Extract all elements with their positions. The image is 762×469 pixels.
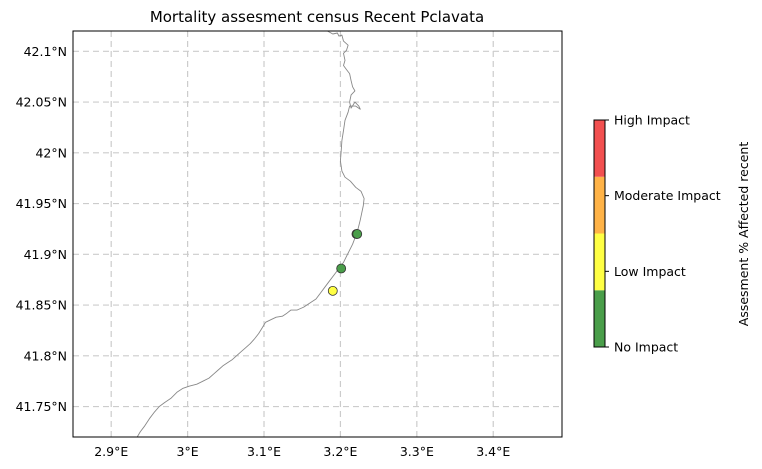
x-tick-label: 3.3°E	[400, 444, 434, 459]
colorbar-frame	[593, 119, 606, 348]
longitude-ticks: 2.9°E 3°E 3.1°E 3.2°E 3.3°E 3.4°E	[94, 444, 510, 459]
y-tick-label: 42.1°N	[24, 44, 67, 59]
latitude-ticks: 42.1°N 42.05°N 42°N 41.95°N 41.9°N 41.85°N 41.…	[16, 44, 67, 414]
colorbar-segment	[594, 233, 605, 291]
x-tick-label: 3.4°E	[476, 444, 510, 459]
colorbar-tick-label: No Impact	[614, 340, 678, 355]
colorbar	[593, 119, 606, 348]
y-tick-label: 41.95°N	[16, 196, 67, 211]
colorbar-label: Assesment % Affected recent	[736, 142, 751, 327]
colorbar-tick-label: High Impact	[614, 113, 690, 128]
map-title: Mortality assesment census Recent Pclava…	[150, 8, 484, 26]
y-tick-label: 41.85°N	[16, 298, 67, 313]
colorbar-tick-label: Moderate Impact	[614, 188, 721, 203]
y-tick-label: 42°N	[35, 145, 67, 160]
site-marker	[352, 229, 363, 239]
x-tick-label: 3°E	[177, 444, 199, 459]
site-marker	[336, 263, 347, 274]
colorbar-segment	[594, 290, 605, 347]
colorbar-tick-label: Low Impact	[614, 264, 686, 279]
site-marker	[327, 285, 338, 296]
colorbar-segment	[594, 176, 605, 234]
colorbar-ticks: No Impact Low Impact Moderate Impact High I…	[605, 113, 721, 355]
y-tick-label: 41.75°N	[16, 399, 67, 414]
survey-sites	[327, 229, 363, 296]
coastline	[136, 30, 365, 438]
y-tick-label: 42.05°N	[16, 95, 67, 110]
gridlines	[73, 31, 562, 437]
y-tick-label: 41.8°N	[24, 348, 67, 363]
x-tick-label: 3.1°E	[247, 444, 281, 459]
y-tick-label: 41.9°N	[24, 247, 67, 262]
colorbar-segment	[594, 120, 605, 177]
x-tick-label: 2.9°E	[94, 444, 128, 459]
coastline-path	[136, 30, 365, 438]
map-frame	[72, 30, 563, 438]
x-tick-label: 3.2°E	[323, 444, 357, 459]
